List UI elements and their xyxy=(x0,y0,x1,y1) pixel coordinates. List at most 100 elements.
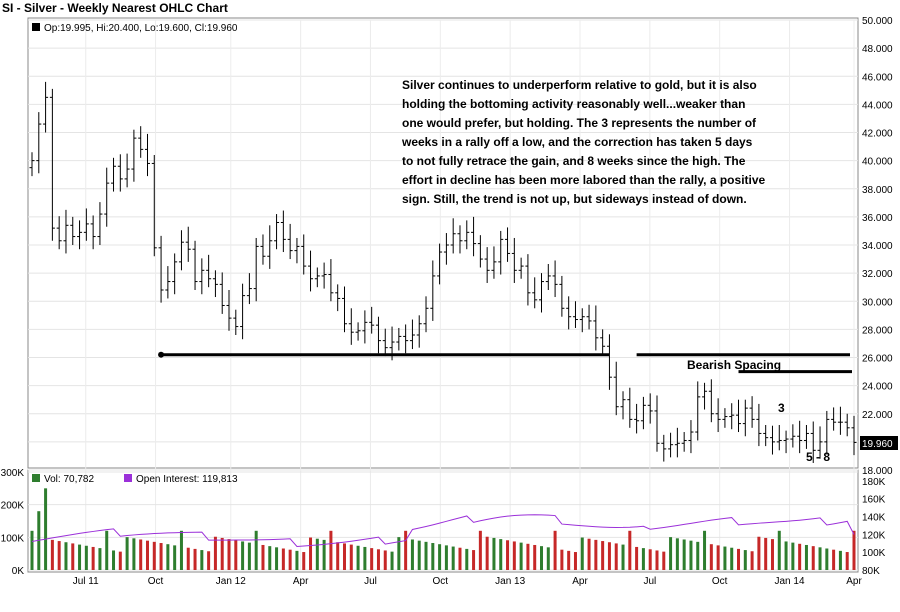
ohlc-bar xyxy=(647,393,653,424)
volume-bar xyxy=(288,549,292,570)
volume-bar xyxy=(825,548,829,570)
ohlc-bar xyxy=(253,237,259,302)
oi-tick-label: 160K xyxy=(862,495,886,506)
ohlc-bar xyxy=(77,220,83,250)
ohlc-bar xyxy=(280,210,286,253)
volume-bar xyxy=(540,546,544,570)
volume-bar xyxy=(594,539,598,570)
volume-bar xyxy=(179,530,183,570)
volume-bar xyxy=(268,546,272,570)
ohlc-bar xyxy=(600,329,606,355)
ohlc-legend-swatch xyxy=(32,23,40,31)
price-tick-label: 42.000 xyxy=(862,129,893,140)
volume-bar xyxy=(213,536,217,570)
volume-bar xyxy=(302,552,306,570)
volume-bar xyxy=(159,543,163,570)
ohlc-bar xyxy=(246,273,252,305)
chart-title: SI - Silver - Weekly Nearest OHLC Chart xyxy=(2,1,228,15)
volume-bar xyxy=(50,539,54,570)
volume-bar xyxy=(703,530,707,570)
ohlc-bar xyxy=(206,254,212,288)
ohlc-bar xyxy=(240,283,246,340)
volume-tick-label: 0K xyxy=(12,566,25,577)
price-tick-label: 34.000 xyxy=(862,241,893,252)
volume-bar xyxy=(166,544,170,570)
ohlc-bar xyxy=(138,126,144,158)
volume-bar xyxy=(64,542,68,570)
bearish-spacing-label: Bearish Spacing xyxy=(687,358,781,372)
ohlc-bar xyxy=(613,361,619,416)
ohlc-bar xyxy=(695,381,701,441)
ohlc-bar xyxy=(335,284,341,312)
ohlc-bar xyxy=(83,208,89,241)
ohlc-bar xyxy=(668,432,674,458)
ohlc-bar xyxy=(606,334,612,390)
ohlc-bar xyxy=(443,233,449,265)
volume-bar xyxy=(682,539,686,570)
price-tick-label: 40.000 xyxy=(862,157,893,168)
ohlc-bar xyxy=(627,387,633,428)
oi-tick-label: 80K xyxy=(862,566,880,577)
volume-bar xyxy=(370,548,374,570)
price-tick-label: 50.000 xyxy=(862,16,893,27)
volume-tick-label: 300K xyxy=(1,468,25,479)
ohlc-bar xyxy=(586,304,592,330)
volume-bar xyxy=(98,548,102,570)
ohlc-bar xyxy=(831,407,837,431)
volume-bar xyxy=(145,540,149,570)
x-tick-label: Oct xyxy=(712,576,728,587)
ohlc-bar xyxy=(49,88,55,241)
ohlc-bar xyxy=(70,216,76,245)
volume-bar xyxy=(669,537,673,570)
volume-bar xyxy=(764,537,768,570)
volume-bar xyxy=(118,551,122,570)
volume-legend-swatch xyxy=(32,474,40,482)
ohlc-bar xyxy=(803,425,809,449)
last-price-box xyxy=(860,436,898,450)
ohlc-bar xyxy=(837,406,843,435)
ohlc-bar xyxy=(674,427,680,458)
x-tick-label: Jan 13 xyxy=(495,576,525,587)
volume-bar xyxy=(247,542,251,570)
volume-bar xyxy=(716,545,720,570)
volume-bar xyxy=(546,547,550,570)
price-tick-label: 30.000 xyxy=(862,297,893,308)
volume-bar xyxy=(838,550,842,570)
volume-bar xyxy=(315,538,319,570)
volume-bar xyxy=(227,539,231,570)
volume-bar xyxy=(662,551,666,570)
volume-bar xyxy=(132,538,136,570)
price-tick-label: 44.000 xyxy=(862,100,893,111)
ohlc-bar xyxy=(851,415,857,456)
support-anchor-dot xyxy=(158,351,165,358)
x-tick-label: Apr xyxy=(293,576,309,587)
volume-bar xyxy=(458,547,462,570)
volume-legend: Vol: 70,782 xyxy=(44,474,94,485)
x-tick-label: Apr xyxy=(846,576,862,587)
ohlc-bar xyxy=(212,270,218,298)
volume-bar xyxy=(71,543,75,570)
volume-bar xyxy=(512,541,516,570)
volume-bar xyxy=(750,551,754,570)
ohlc-bar xyxy=(151,155,157,257)
volume-bar xyxy=(363,546,367,570)
ohlc-bar xyxy=(736,399,742,433)
volume-bar xyxy=(329,530,333,570)
ohlc-bar xyxy=(314,267,320,288)
ohlc-bar xyxy=(742,399,748,437)
volume-bar xyxy=(485,536,489,570)
ohlc-bar xyxy=(131,129,137,182)
volume-bar xyxy=(349,544,353,570)
volume-bar xyxy=(526,543,530,570)
ohlc-bar xyxy=(321,262,327,289)
ohlc-bar xyxy=(233,309,239,335)
volume-bar xyxy=(777,530,781,570)
ohlc-bar xyxy=(511,237,517,283)
ohlc-bar xyxy=(97,202,103,245)
volume-bar xyxy=(737,548,741,570)
volume-bar xyxy=(567,550,571,570)
ohlc-readout: Op:19.995, Hi:20.400, Lo:19.600, Cl:19.9… xyxy=(44,23,238,34)
ohlc-bar xyxy=(90,215,96,250)
ohlc-bar xyxy=(457,225,463,254)
volume-bar xyxy=(628,530,632,570)
